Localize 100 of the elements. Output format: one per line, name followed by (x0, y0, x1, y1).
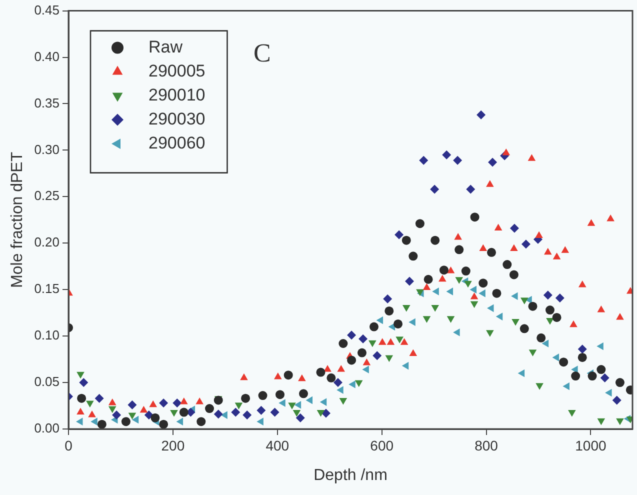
y-tick-label: 0.05 (34, 374, 60, 390)
point (419, 156, 428, 165)
point (316, 368, 326, 377)
point (362, 366, 369, 374)
x-tick-label: 0 (64, 437, 73, 454)
point (430, 184, 440, 194)
point (180, 398, 188, 404)
point (446, 316, 455, 323)
point (231, 408, 240, 417)
point (144, 410, 154, 420)
y-tick-label: 0.30 (34, 142, 60, 157)
y-tick-label: 0.35 (34, 95, 60, 110)
point (571, 372, 580, 381)
y-tick-label: 0.45 (34, 2, 60, 18)
point (520, 298, 528, 304)
point (179, 408, 188, 417)
legend-label: 290010 (148, 85, 206, 104)
x-axis-title: Depth /nm (314, 466, 388, 484)
point (278, 399, 286, 407)
point (132, 416, 139, 424)
point (220, 411, 228, 419)
point (470, 301, 478, 308)
legend-label: Raw (148, 37, 184, 56)
point (521, 240, 530, 249)
point (486, 330, 494, 337)
point (570, 320, 578, 328)
point (612, 396, 622, 405)
point (596, 365, 606, 374)
point (357, 348, 366, 358)
point (140, 406, 148, 413)
point (256, 418, 264, 426)
point (368, 340, 376, 348)
point (284, 370, 293, 380)
point (358, 334, 368, 344)
point (561, 246, 570, 253)
point (408, 318, 416, 326)
point (415, 219, 424, 228)
point (559, 358, 568, 367)
point (90, 418, 98, 426)
point (605, 388, 612, 397)
point (536, 383, 544, 390)
point (615, 378, 624, 388)
point (386, 338, 395, 345)
point (97, 420, 106, 429)
point (509, 270, 518, 280)
point (543, 290, 552, 300)
point (128, 412, 136, 420)
point (528, 302, 538, 311)
point (354, 380, 363, 388)
point (336, 386, 344, 394)
point (616, 418, 624, 426)
point (478, 278, 488, 288)
point (487, 248, 496, 257)
point (424, 274, 433, 284)
point (384, 306, 394, 316)
point (479, 244, 488, 251)
point (76, 372, 84, 379)
point (520, 324, 529, 334)
point (112, 410, 122, 420)
x-tick-label: 400 (266, 437, 290, 454)
point (616, 312, 624, 320)
point (587, 219, 596, 226)
point (270, 408, 280, 417)
point (470, 286, 477, 294)
point (196, 398, 204, 404)
point (453, 328, 460, 336)
point (454, 233, 462, 240)
point (108, 398, 116, 406)
point (298, 374, 306, 382)
point (535, 231, 543, 238)
point (274, 372, 282, 380)
point (478, 289, 486, 298)
point (256, 406, 266, 415)
point (394, 230, 404, 240)
point (394, 319, 403, 328)
point (196, 417, 206, 426)
point (348, 380, 356, 388)
point (432, 288, 439, 296)
point (316, 410, 325, 417)
point (347, 356, 356, 365)
legend-label: 290030 (148, 109, 206, 128)
point (296, 413, 305, 422)
point (492, 288, 502, 298)
point (378, 338, 386, 345)
y-tick-label: 0.00 (34, 420, 60, 436)
point (422, 316, 431, 323)
point (502, 260, 512, 270)
point (439, 266, 448, 275)
point (486, 180, 494, 187)
point (528, 350, 537, 356)
point (438, 274, 446, 282)
point (385, 355, 394, 362)
point (464, 280, 472, 288)
point (205, 404, 214, 414)
point (76, 408, 84, 415)
point (376, 316, 384, 324)
point (400, 338, 408, 345)
y-tick-label: 0.40 (34, 48, 60, 64)
point (396, 336, 404, 344)
annotation: C (254, 38, 271, 68)
